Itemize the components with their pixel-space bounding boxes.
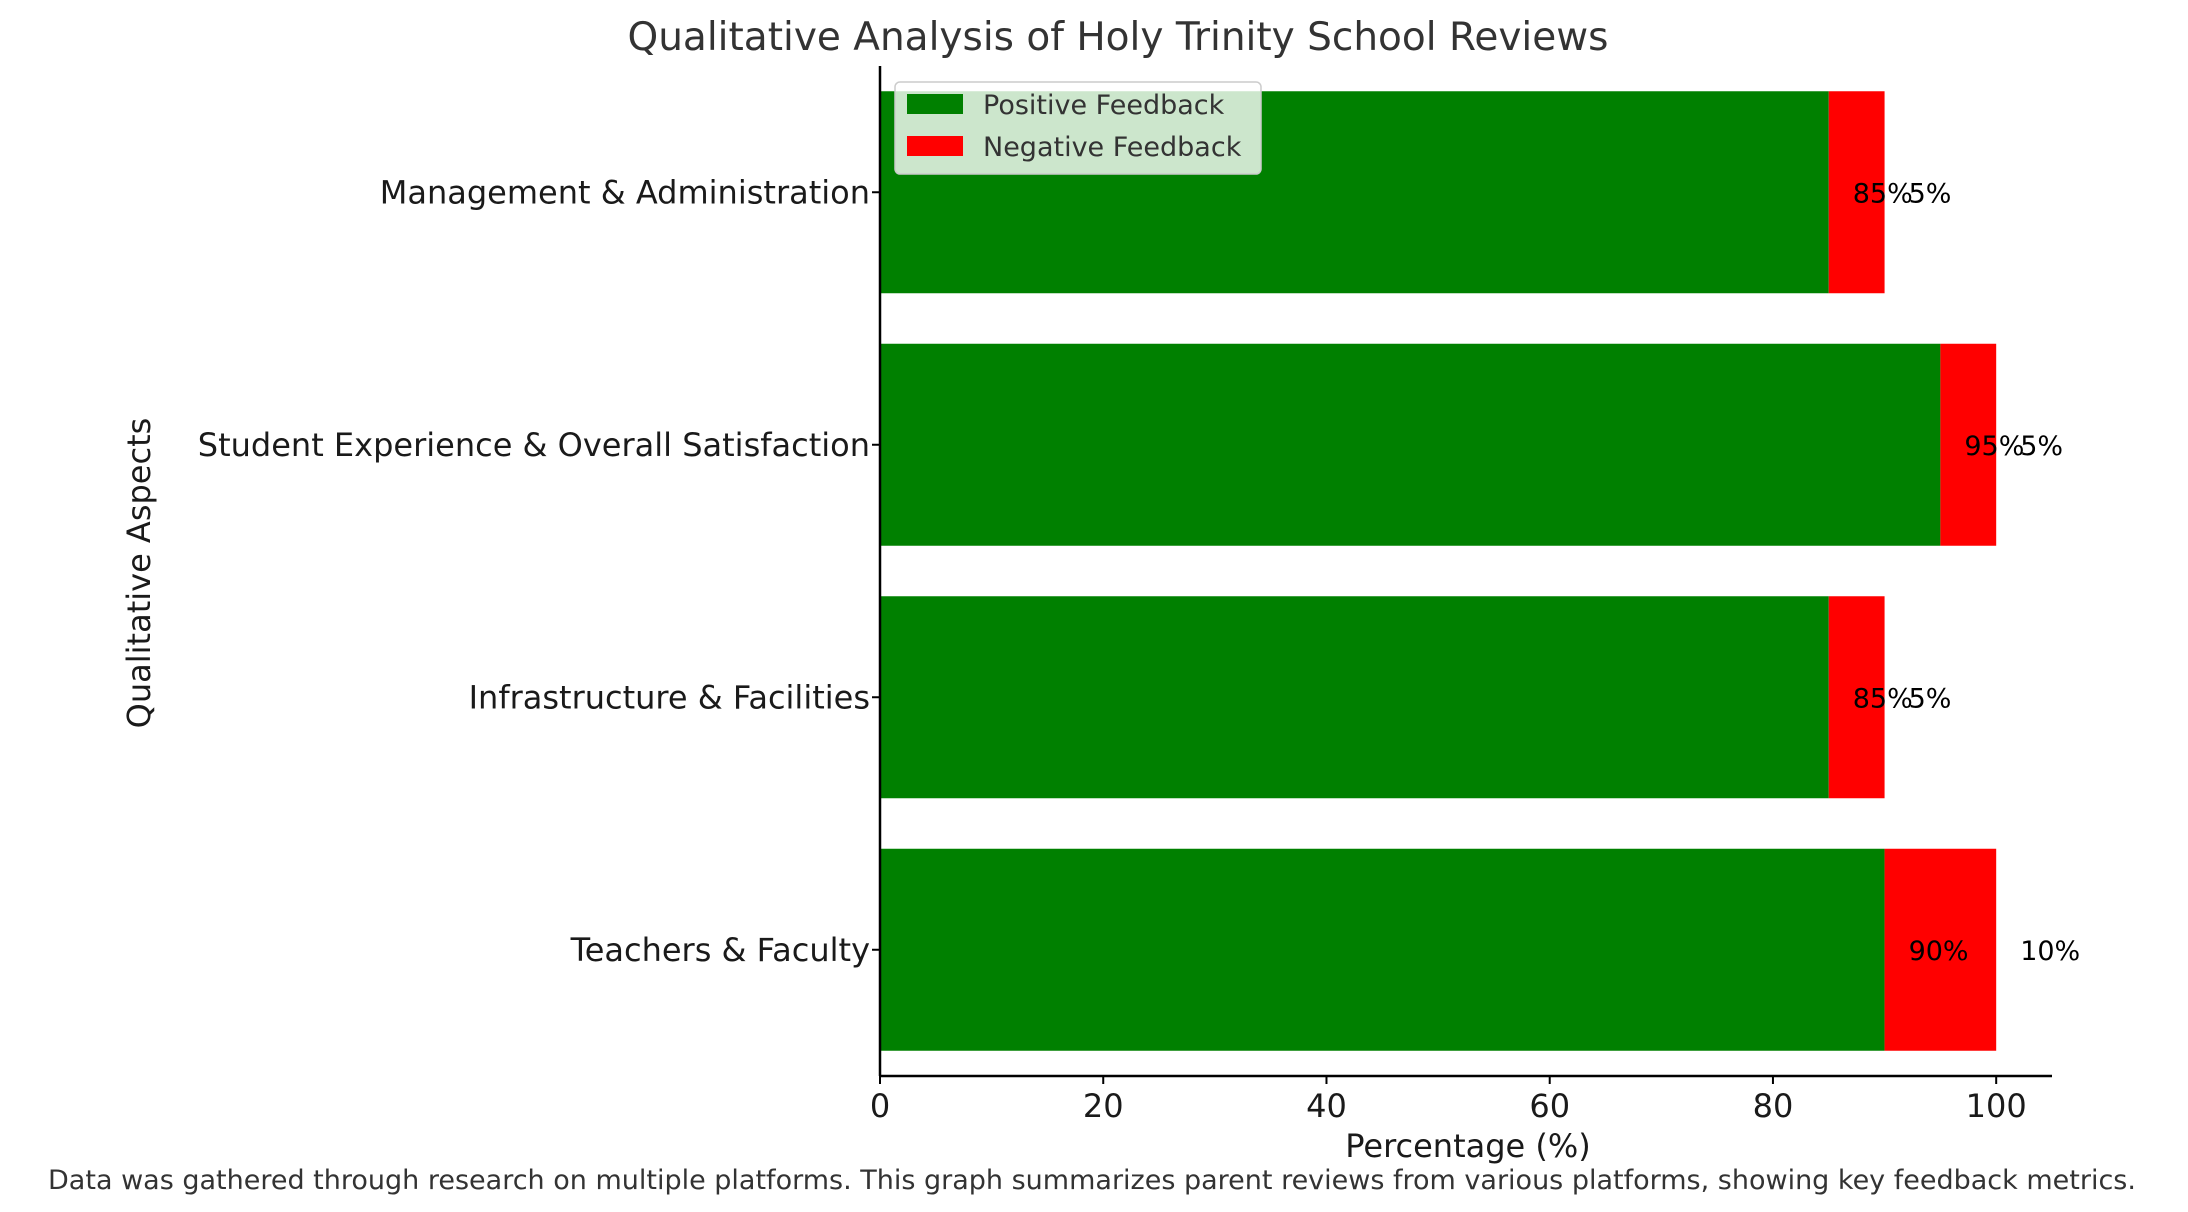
legend-swatch-1 <box>907 136 963 156</box>
x-tick-label-2: 40 <box>1306 1087 1347 1125</box>
x-axis-label: Percentage (%) <box>1345 1127 1591 1165</box>
y-tick-label-3: Management & Administration <box>380 173 870 211</box>
bar-positive-2 <box>880 343 1941 546</box>
bar-positive-0 <box>880 848 1885 1051</box>
y-tick-label-1: Infrastructure & Facilities <box>469 678 870 716</box>
data-label-negative-2: 5% <box>2020 431 2063 462</box>
data-label-negative-3: 5% <box>1909 178 1952 209</box>
data-label-negative-1: 5% <box>1909 683 1952 714</box>
chart-legend: Positive Feedback Negative Feedback <box>894 81 1262 175</box>
data-label-positive-3: 85% <box>1853 178 1913 209</box>
labels-layer: 90% 10%85%5%95%5%85%5% <box>1853 178 2080 967</box>
x-tick-label-1: 20 <box>1083 1087 1124 1125</box>
chart-title: Qualitative Analysis of Holy Trinity Sch… <box>628 15 1609 60</box>
y-axis-label: Qualitative Aspects <box>120 418 158 729</box>
data-label-positive-2: 95% <box>1964 431 2024 462</box>
x-tick-label-0: 0 <box>870 1087 890 1125</box>
x-tick-label-5: 100 <box>1966 1087 2027 1125</box>
x-tick-label-4: 80 <box>1753 1087 1794 1125</box>
chart-footnote: Data was gathered through research on mu… <box>48 1165 2136 1196</box>
y-tick-label-0: Teachers & Faculty <box>570 931 870 969</box>
bar-positive-1 <box>880 596 1829 799</box>
data-label-positive-1: 85% <box>1853 683 1913 714</box>
data-label-positive-0: 90% <box>1909 936 1969 967</box>
legend-box <box>894 81 1262 175</box>
bar-negative-2 <box>1940 343 1997 546</box>
axes-layer: Teachers & Faculty Infrastructure & Facil… <box>198 66 2052 1125</box>
x-tick-label-3: 60 <box>1529 1087 1570 1125</box>
legend-label-1: Negative Feedback <box>983 132 1242 163</box>
legend-label-0: Positive Feedback <box>983 90 1225 121</box>
y-tick-label-2: Student Experience & Overall Satisfactio… <box>198 426 870 464</box>
data-label-negative-0: 10% <box>2020 936 2080 967</box>
bar-negative-1 <box>1828 596 1885 799</box>
bars-layer <box>880 91 1997 1051</box>
bar-negative-0 <box>1884 848 1997 1051</box>
legend-swatch-0 <box>907 94 963 114</box>
bar-negative-3 <box>1828 91 1885 294</box>
